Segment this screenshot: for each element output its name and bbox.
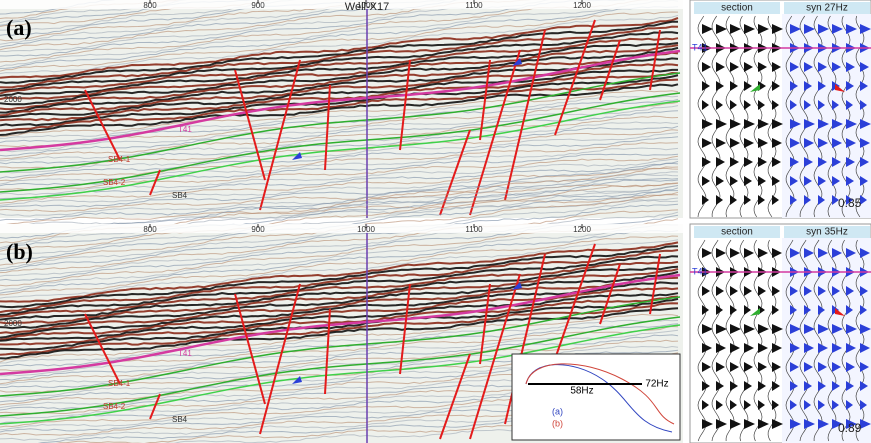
panel-label: (b) — [6, 239, 33, 264]
trace-horizon: T41 — [692, 266, 708, 276]
horizon-label: SB4-2 — [103, 178, 126, 187]
top-tick-label: 1200 — [573, 225, 591, 234]
freq-label: 58Hz — [570, 386, 593, 397]
depth-tick-label: 2000 — [4, 95, 22, 104]
figure: 800 900 1000 1100 1200 2000 Well-X17 (a) T41 SB4-… — [0, 0, 871, 443]
well-name: Well-X17 — [345, 1, 389, 13]
top-tick-label: 1100 — [465, 1, 483, 10]
horizon-label: T41 — [178, 125, 192, 134]
horizon-label: T41 — [178, 349, 192, 358]
layer: 800 900 1000 1100 1200 2000 Well-X17 (a) T41 SB4-… — [0, 0, 871, 443]
correlation: 0.85 — [838, 196, 862, 210]
panel-label: (a) — [6, 15, 32, 40]
syn-bg — [782, 14, 871, 218]
syn-bg — [782, 238, 871, 443]
top-tick-label: 800 — [143, 225, 157, 234]
trace-horizon: T41 — [692, 42, 708, 52]
horizon-label: SB4-1 — [108, 379, 131, 388]
top-tick-label: 1100 — [465, 225, 483, 234]
trace-title: syn 27Hz — [806, 3, 848, 14]
trace-title: syn 35Hz — [806, 227, 848, 238]
trace-title: section — [721, 227, 753, 238]
top-tick-label: 1200 — [573, 1, 591, 10]
top-tick-label: 1000 — [357, 225, 375, 234]
depth-tick-label: 2000 — [4, 319, 22, 328]
legend-a: (a) — [552, 406, 563, 416]
top-tick-label: 900 — [251, 1, 265, 10]
horizon-label: SB4 — [172, 415, 188, 424]
horizon-label: SB4-2 — [103, 402, 126, 411]
trace-title: section — [721, 3, 753, 14]
correlation: 0.89 — [838, 421, 862, 435]
top-tick-label: 900 — [251, 225, 265, 234]
freq-label: 72Hz — [645, 379, 668, 390]
horizon-label: SB4-1 — [108, 155, 131, 164]
top-tick-label: 800 — [143, 1, 157, 10]
legend-b: (b) — [552, 418, 563, 428]
horizon-label: SB4 — [172, 191, 188, 200]
